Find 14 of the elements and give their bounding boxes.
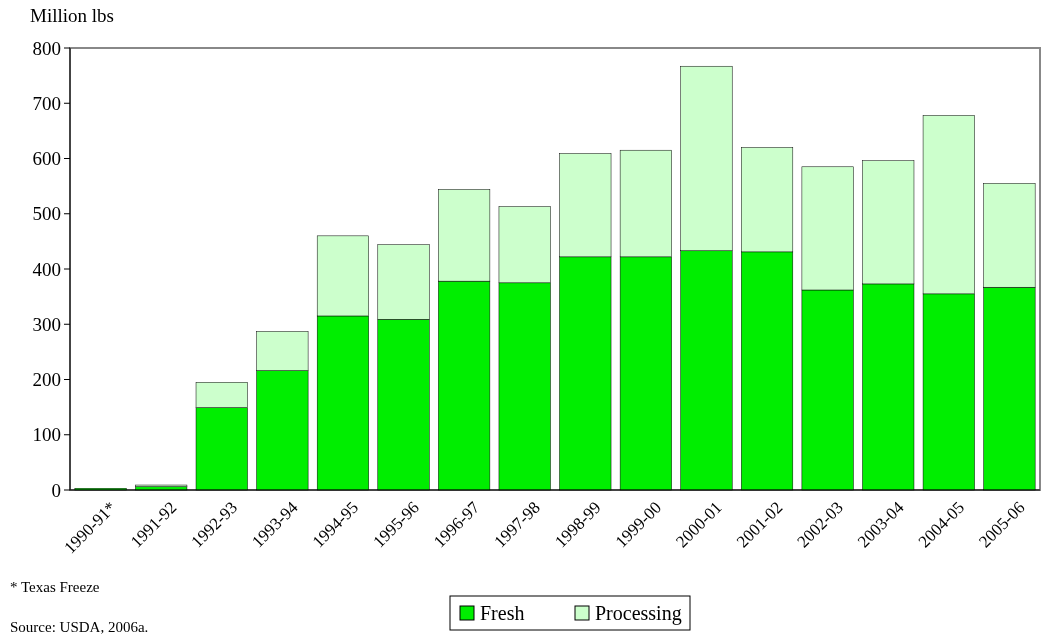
- y-axis-title: Million lbs: [30, 5, 114, 26]
- y-tick-label: 500: [32, 203, 61, 225]
- legend-label: Fresh: [480, 602, 525, 624]
- y-tick-label: 0: [51, 479, 61, 501]
- source-note: Source: USDA, 2006a.: [10, 619, 149, 635]
- y-tick-label: 400: [32, 258, 61, 280]
- y-tick-label: 800: [32, 37, 61, 59]
- y-tick-label: 600: [32, 148, 61, 170]
- text: * Texas Freeze: [10, 579, 100, 595]
- y-tick-label: 300: [32, 313, 61, 335]
- y-tick-label: 200: [32, 369, 61, 391]
- y-tick-label: 700: [32, 92, 61, 114]
- legend-label: Processing: [595, 602, 682, 625]
- y-tick-label: 100: [32, 424, 61, 446]
